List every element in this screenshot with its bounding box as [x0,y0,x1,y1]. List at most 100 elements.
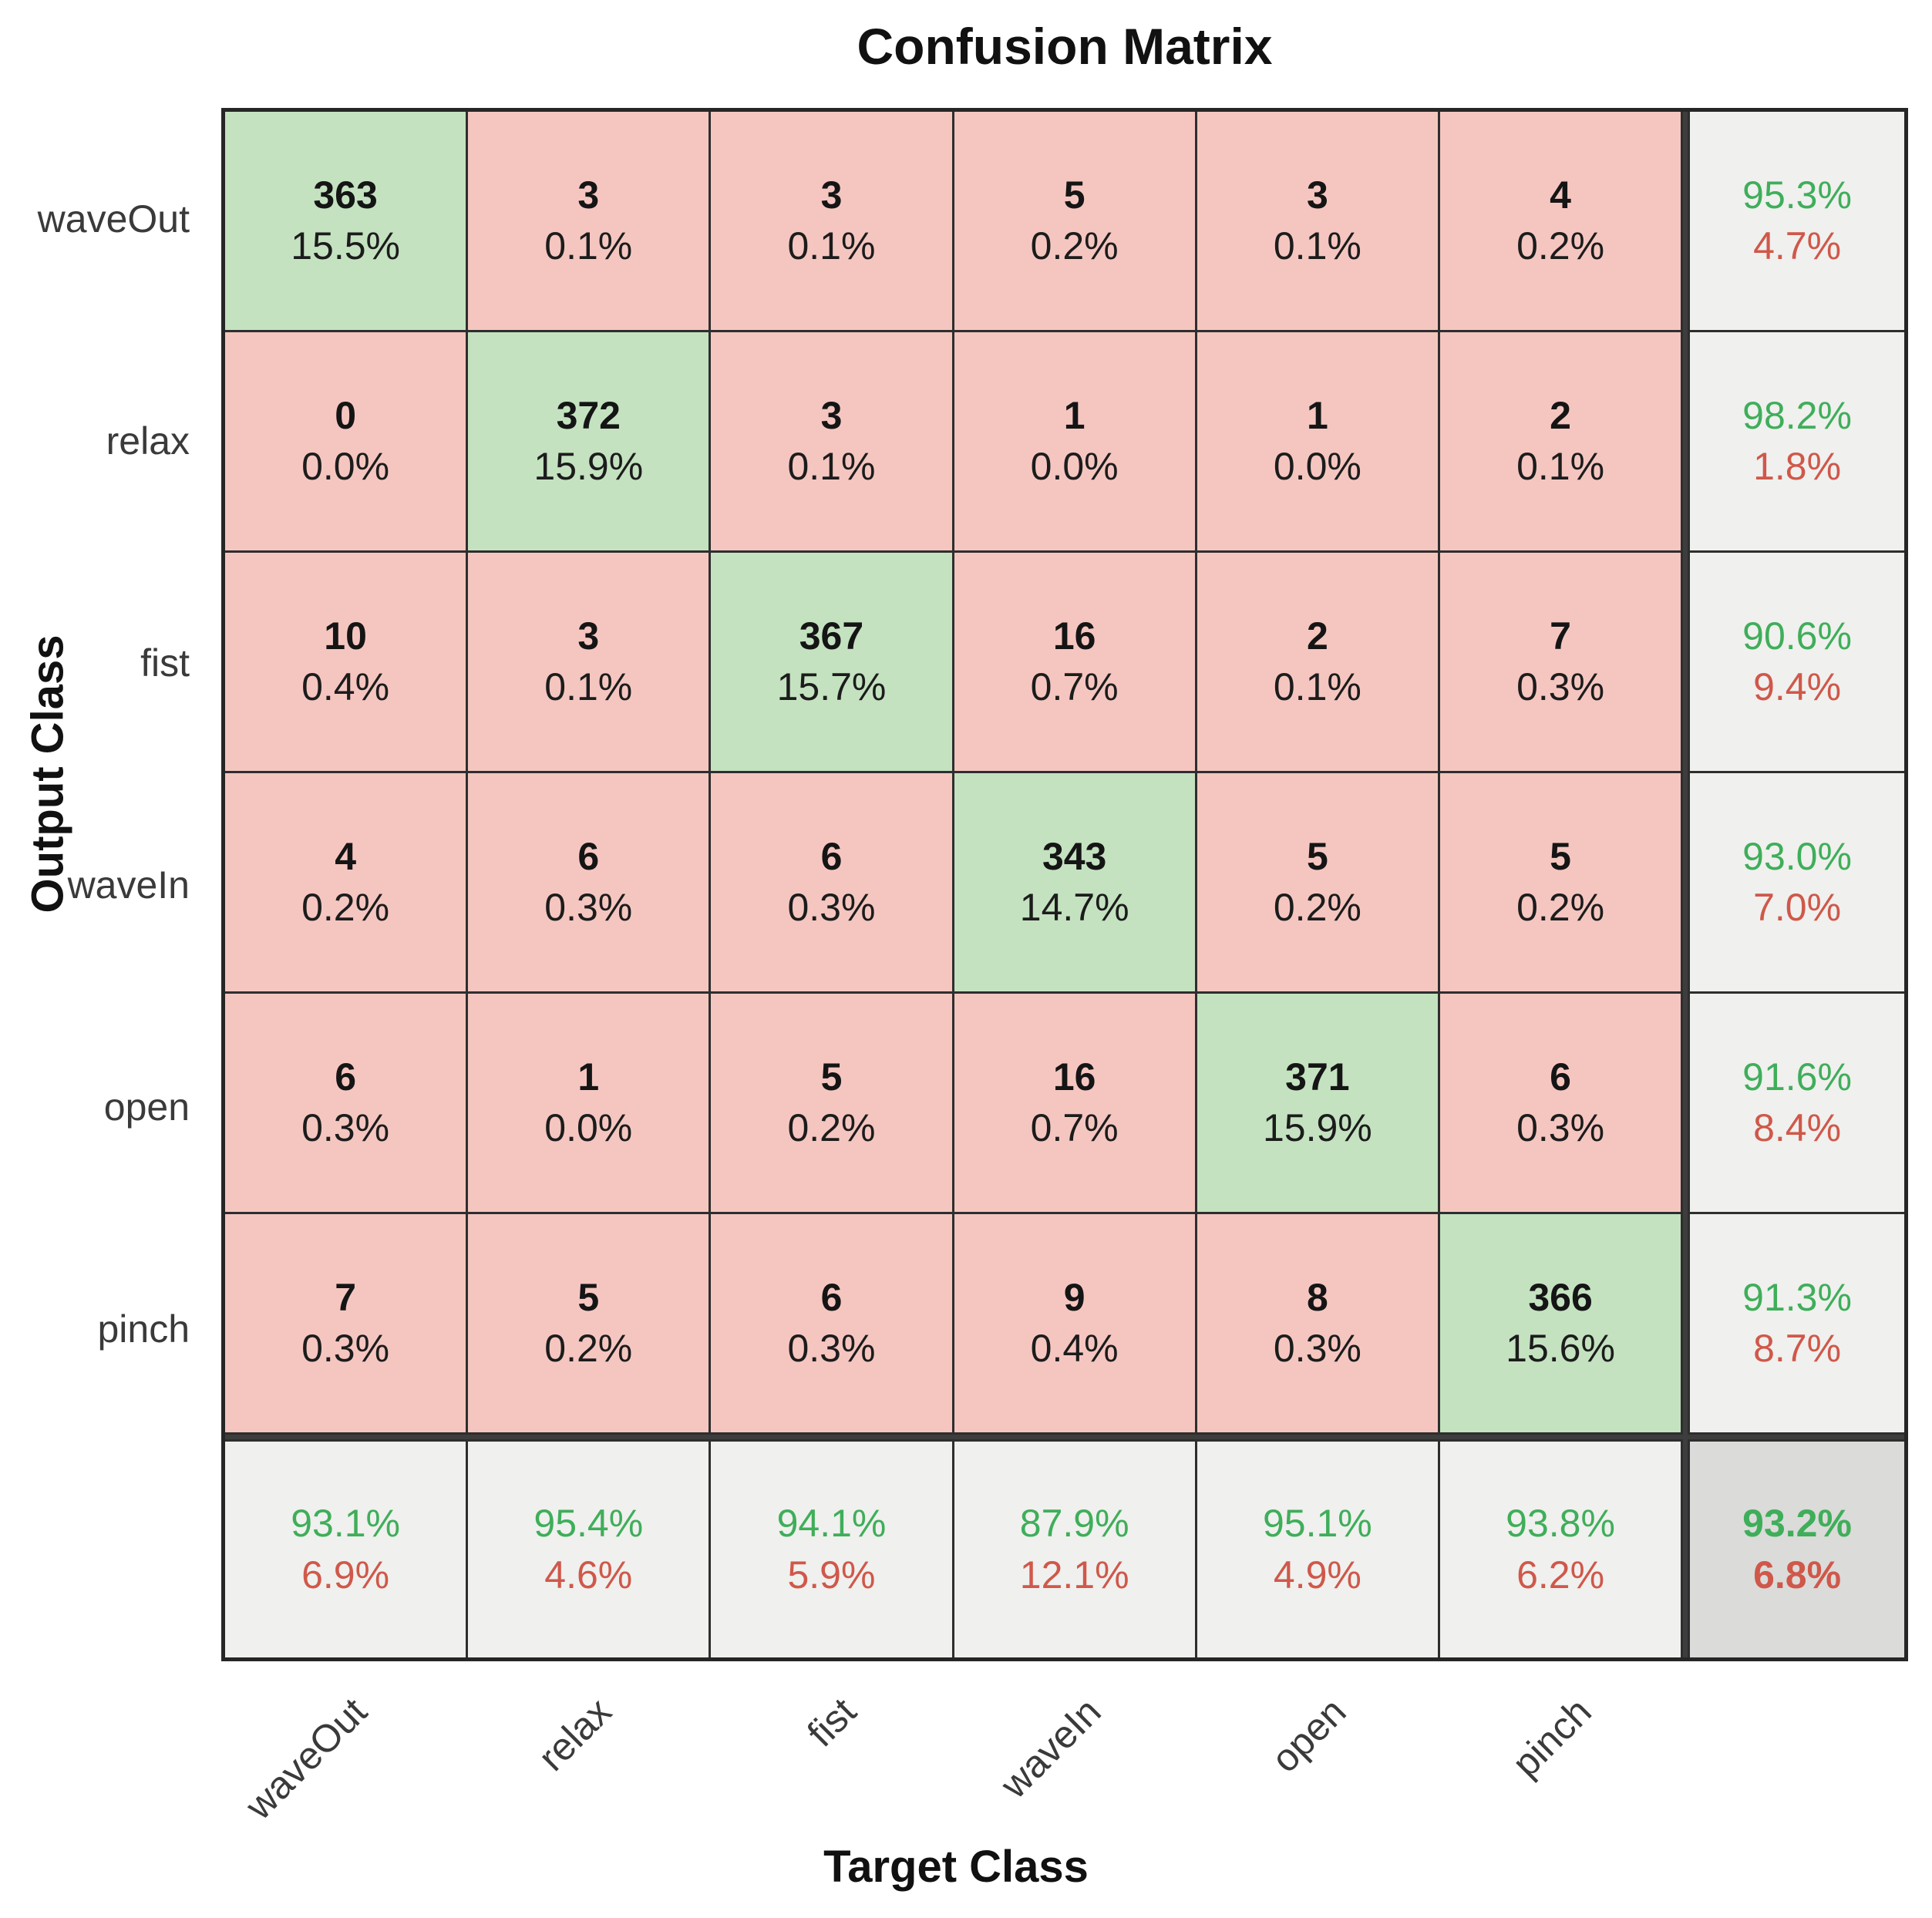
target-class-tick-labels: waveOut relax fist waveIn open pinch [221,1661,1691,1839]
cell-count: 0 [335,393,356,437]
cell-count: 16 [1052,1055,1096,1099]
row-summary-relax: 98.2% 1.8% [1690,331,1904,550]
col-summary-fist: 94.1% 5.9% [711,1441,952,1657]
summary-column-divider [1683,112,1688,1657]
cell-count: 1 [577,1055,600,1099]
cell-percent: 0.3% [1516,1106,1605,1150]
cell-count: 2 [1550,393,1571,437]
col-summary-negative: 6.9% [301,1553,390,1597]
cell-count: 6 [335,1055,356,1099]
row-label-waveIn: waveIn [67,863,190,907]
matrix-cell-waveOut-relax: 3 0.1% [468,112,709,330]
cell-count: 5 [1306,834,1328,878]
cell-percent: 0.4% [1030,1327,1119,1371]
row-summary-pinch: 91.3% 8.7% [1690,1213,1904,1432]
cell-percent: 15.6% [1506,1327,1615,1371]
row-summary-positive: 95.3% [1742,173,1852,217]
cell-percent: 0.1% [1273,665,1361,709]
cell-count: 5 [820,1055,843,1099]
cell-percent: 0.1% [1273,224,1361,268]
summary-row-divider [225,1434,1904,1439]
cell-count: 9 [1063,1275,1085,1319]
chart-title: Confusion Matrix [857,18,1273,75]
cell-percent: 15.7% [776,665,887,709]
matrix-cell-waveOut-fist: 3 0.1% [711,112,952,330]
matrix-cell-waveOut-pinch: 4 0.2% [1439,112,1681,330]
row-label-fist: fist [140,641,190,685]
cell-percent: 15.9% [1262,1106,1372,1150]
cell-percent: 0.3% [1273,1327,1361,1371]
row-summary-negative: 8.4% [1753,1106,1842,1150]
row-summary-positive: 98.2% [1742,393,1852,437]
matrix-cell-fist-fist: 367 15.7% [711,552,952,771]
row-summary-positive: 91.3% [1742,1275,1852,1319]
cell-count: 6 [820,834,843,878]
cell-count: 3 [577,173,600,217]
cell-percent: 0.2% [544,1327,633,1371]
matrix-cell-pinch-waveOut: 7 0.3% [225,1213,466,1432]
overall-accuracy-cell: 93.2% 6.8% [1690,1441,1904,1657]
cell-percent: 0.4% [301,665,390,709]
col-label-fist: fist [799,1689,865,1755]
cell-percent: 0.0% [1273,445,1361,489]
cell-percent: 15.9% [533,445,644,489]
cell-count: 363 [313,173,378,217]
col-label-slot-waveOut: waveOut [221,1661,466,1839]
matrix-cell-fist-waveOut: 10 0.4% [225,552,466,771]
row-summary-negative: 8.7% [1753,1327,1842,1371]
cell-percent: 0.7% [1030,1106,1119,1150]
col-label-slot-pinch: pinch [1446,1661,1691,1839]
matrix-cell-relax-waveOut: 0 0.0% [225,331,466,550]
cell-count: 371 [1285,1055,1350,1099]
matrix-cell-open-relax: 1 0.0% [468,993,709,1212]
cell-count: 16 [1052,614,1096,658]
output-class-tick-labels: waveOut relax fist waveIn open pinch [0,108,194,1440]
cell-percent: 0.2% [787,1106,876,1150]
row-label-relax: relax [106,419,190,463]
cell-count: 366 [1528,1275,1593,1319]
cell-count: 4 [1550,173,1571,217]
cell-count: 3 [1306,173,1328,217]
cell-percent: 0.7% [1030,665,1119,709]
cell-percent: 0.2% [1516,224,1605,268]
cell-percent: 0.0% [544,1106,633,1150]
matrix-cell-fist-open: 2 0.1% [1197,552,1438,771]
matrix-cell-pinch-relax: 5 0.2% [468,1213,709,1432]
cell-count: 10 [324,614,367,658]
cell-percent: 0.0% [301,445,390,489]
cell-percent: 0.1% [787,224,876,268]
cell-count: 7 [335,1275,356,1319]
matrix-cell-pinch-waveIn: 9 0.4% [954,1213,1195,1432]
col-summary-positive: 94.1% [776,1502,887,1546]
cell-percent: 14.7% [1019,886,1129,930]
matrix-cell-waveOut-open: 3 0.1% [1197,112,1438,330]
matrix-cell-open-waveOut: 6 0.3% [225,993,466,1212]
col-label-slot-fist: fist [711,1661,956,1839]
row-summary-waveIn: 93.0% 7.0% [1690,772,1904,991]
row-label-waveOut: waveOut [37,197,190,241]
col-summary-negative: 12.1% [1019,1553,1129,1597]
col-summary-pinch: 93.8% 6.2% [1439,1441,1681,1657]
row-summary-positive: 90.6% [1742,614,1852,658]
row-summary-positive: 93.0% [1742,834,1852,878]
cell-count: 6 [577,834,600,878]
matrix-cell-waveOut-waveIn: 5 0.2% [954,112,1195,330]
col-summary-negative: 4.6% [544,1553,633,1597]
matrix-cell-open-waveIn: 16 0.7% [954,993,1195,1212]
cell-percent: 0.3% [1516,665,1605,709]
col-label-slot-relax: relax [466,1661,712,1839]
col-label-waveIn: waveIn [992,1689,1110,1807]
cell-percent: 0.2% [1516,886,1605,930]
cell-percent: 0.2% [1273,886,1361,930]
matrix-cell-waveIn-open: 5 0.2% [1197,772,1438,991]
cell-count: 3 [577,614,600,658]
matrix-cell-waveIn-fist: 6 0.3% [711,772,952,991]
cell-count: 6 [820,1275,843,1319]
col-label-open: open [1263,1689,1355,1781]
col-label-slot-waveIn: waveIn [956,1661,1201,1839]
confusion-matrix-grid: 363 15.5% 3 0.1% 3 0.1% 5 0.2% 3 0.1% 4 0.2% 0 0.0% 37… [221,108,1908,1661]
col-label-pinch: pinch [1503,1689,1600,1785]
matrix-cell-relax-pinch: 2 0.1% [1439,331,1681,550]
col-label-waveOut: waveOut [237,1689,375,1828]
